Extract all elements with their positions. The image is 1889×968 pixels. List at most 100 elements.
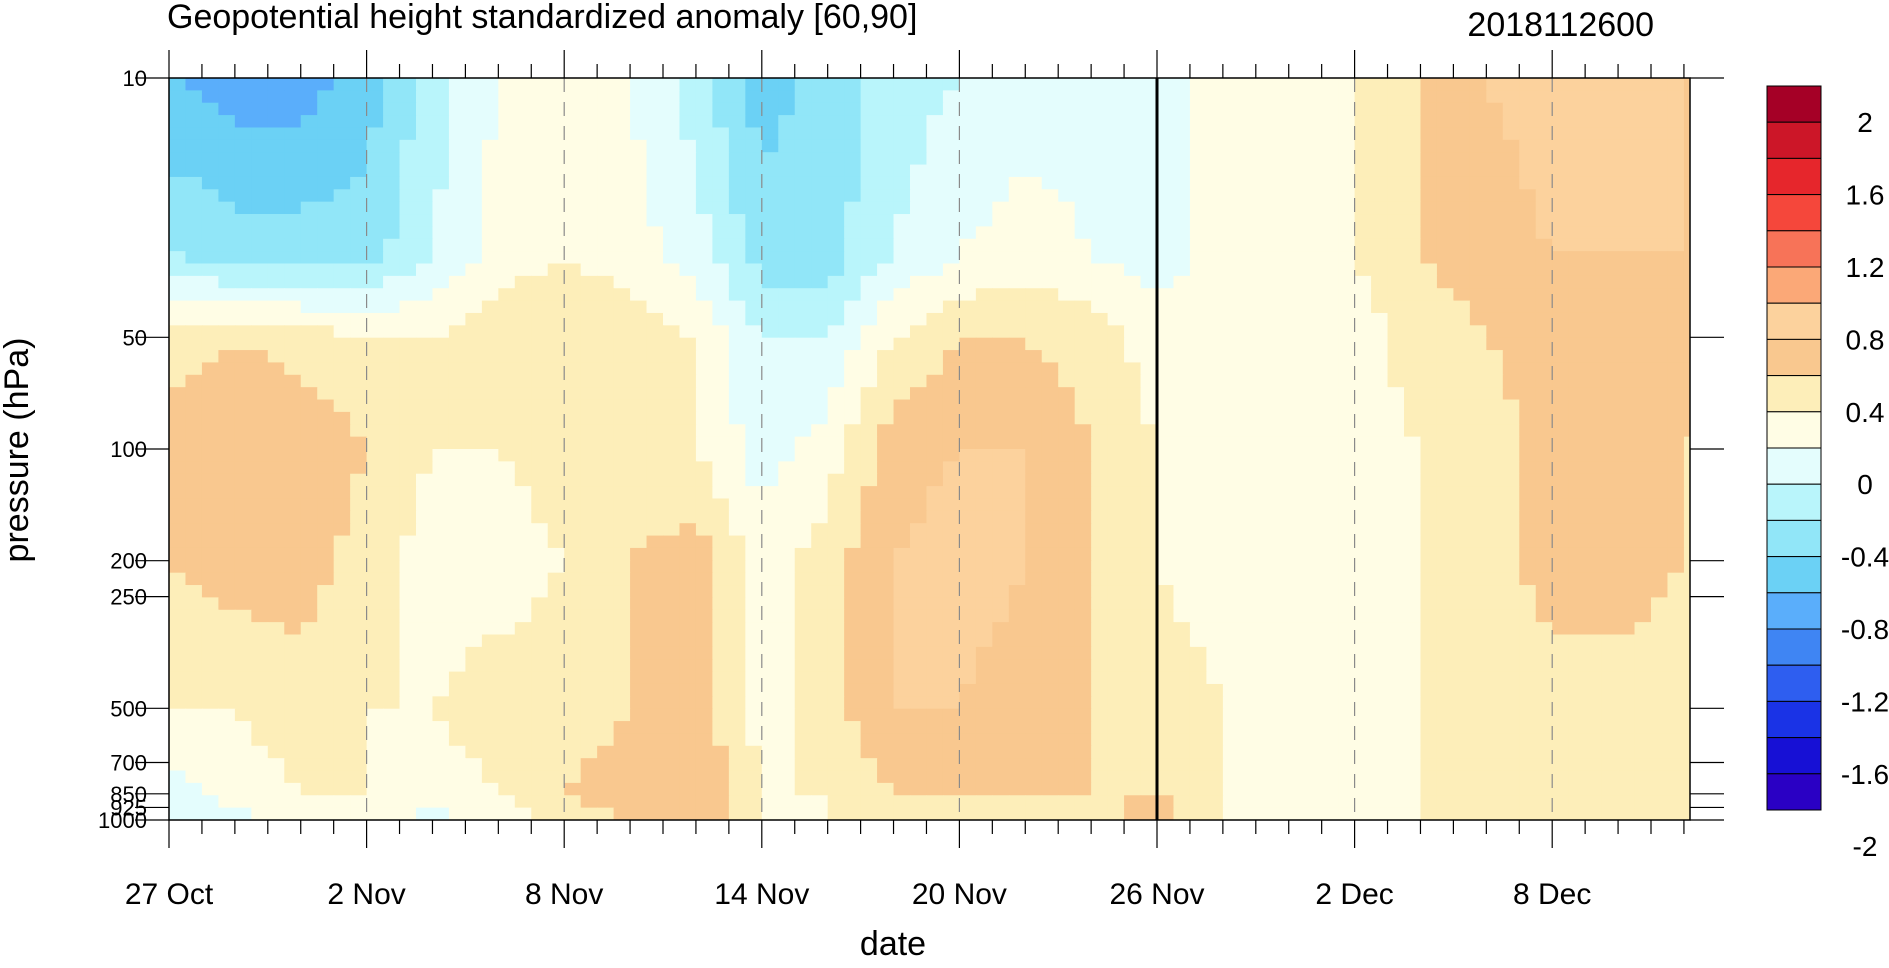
heatmap-cell xyxy=(416,362,434,376)
heatmap-cell xyxy=(844,634,862,648)
heatmap-cell xyxy=(448,263,466,277)
heatmap-cell xyxy=(1404,362,1422,376)
heatmap-cell xyxy=(350,387,368,401)
heatmap-cell xyxy=(399,498,417,512)
heatmap-cell xyxy=(1338,115,1356,129)
heatmap-cell xyxy=(1436,486,1454,500)
heatmap-cell xyxy=(1667,486,1685,500)
heatmap-cell xyxy=(1634,622,1652,636)
heatmap-cell xyxy=(547,473,565,487)
heatmap-cell xyxy=(432,424,450,438)
heatmap-cell xyxy=(399,510,417,524)
heatmap-cell xyxy=(317,152,335,166)
heatmap-cell xyxy=(1074,547,1092,561)
heatmap-cell xyxy=(860,387,878,401)
heatmap-cell xyxy=(267,102,285,116)
heatmap-cell xyxy=(910,486,928,500)
heatmap-cell xyxy=(1585,597,1603,611)
heatmap-cell xyxy=(1683,325,1690,339)
heatmap-cell xyxy=(1074,176,1092,190)
heatmap-cell xyxy=(844,362,862,376)
heatmap-cell xyxy=(218,238,236,252)
heatmap-cell xyxy=(1651,102,1669,116)
heatmap-cell xyxy=(399,164,417,178)
heatmap-cell xyxy=(1651,337,1669,351)
heatmap-cell xyxy=(761,387,779,401)
heatmap-cell xyxy=(794,263,812,277)
heatmap-cell xyxy=(992,622,1010,636)
heatmap-cell xyxy=(695,127,713,141)
heatmap-cell xyxy=(926,78,944,91)
heatmap-cell xyxy=(1387,597,1405,611)
heatmap-cell xyxy=(1255,374,1273,388)
heatmap-cell xyxy=(679,164,697,178)
heatmap-cell xyxy=(1502,411,1520,425)
heatmap-cell xyxy=(695,201,713,215)
heatmap-cell xyxy=(531,486,549,500)
heatmap-cell xyxy=(169,449,187,462)
heatmap-cell xyxy=(1618,560,1636,574)
heatmap-cell xyxy=(1552,560,1570,574)
heatmap-cell xyxy=(1552,609,1570,623)
heatmap-cell xyxy=(1420,708,1438,722)
heatmap-cell xyxy=(1717,647,1734,660)
heatmap-cell xyxy=(630,597,648,611)
heatmap-cell xyxy=(481,238,499,252)
heatmap-cell xyxy=(185,176,203,190)
heatmap-cell xyxy=(1157,214,1175,227)
heatmap-cell xyxy=(1387,288,1405,302)
heatmap-cell xyxy=(1255,399,1273,413)
heatmap-cell xyxy=(1585,461,1603,475)
heatmap-cell xyxy=(185,325,203,339)
heatmap-cell xyxy=(844,164,862,178)
heatmap-cell xyxy=(1552,411,1570,425)
heatmap-cell xyxy=(218,325,236,339)
heatmap-cell xyxy=(910,424,928,438)
heatmap-cell xyxy=(465,411,483,425)
heatmap-cell xyxy=(992,510,1010,524)
heatmap-cell xyxy=(844,189,862,203)
heatmap-cell xyxy=(169,659,187,673)
heatmap-cell xyxy=(1667,115,1685,129)
heatmap-cell xyxy=(350,535,368,549)
heatmap-cell xyxy=(728,411,746,425)
heatmap-cell xyxy=(1733,498,1750,511)
heatmap-cell xyxy=(333,238,351,252)
heatmap-cell xyxy=(1404,337,1422,351)
heatmap-cell xyxy=(844,671,862,685)
heatmap-cell xyxy=(959,387,977,401)
heatmap-cell xyxy=(300,399,318,413)
heatmap-cell xyxy=(844,90,862,104)
heatmap-cell xyxy=(1651,288,1669,302)
heatmap-cell xyxy=(1486,325,1504,339)
heatmap-cell xyxy=(893,238,911,252)
heatmap-cell xyxy=(234,374,252,388)
heatmap-cell xyxy=(185,288,203,302)
heatmap-cell xyxy=(1305,189,1323,203)
heatmap-cell xyxy=(778,696,796,710)
heatmap-cell xyxy=(1305,547,1323,561)
heatmap-cell xyxy=(333,127,351,141)
heatmap-cell xyxy=(1288,139,1306,153)
heatmap-cell xyxy=(201,399,219,413)
heatmap-cell xyxy=(1074,275,1092,289)
heatmap-cell xyxy=(1058,473,1076,487)
heatmap-cell xyxy=(399,251,417,265)
heatmap-cell xyxy=(613,473,631,487)
heatmap-cell xyxy=(284,238,302,252)
heatmap-cell xyxy=(514,523,532,537)
heatmap-cell xyxy=(350,523,368,537)
heatmap-cell xyxy=(613,399,631,413)
heatmap-cell xyxy=(531,498,549,512)
heatmap-cell xyxy=(1321,164,1339,178)
heatmap-cell xyxy=(745,634,763,648)
heatmap-cell xyxy=(300,102,318,116)
heatmap-cell xyxy=(1535,473,1553,487)
heatmap-cell xyxy=(1601,535,1619,549)
heatmap-cell xyxy=(893,696,911,710)
heatmap-cell xyxy=(1683,152,1690,166)
heatmap-cell xyxy=(1469,127,1487,141)
heatmap-cell xyxy=(712,683,730,697)
heatmap-cell xyxy=(1255,214,1273,227)
heatmap-cell xyxy=(942,176,960,190)
